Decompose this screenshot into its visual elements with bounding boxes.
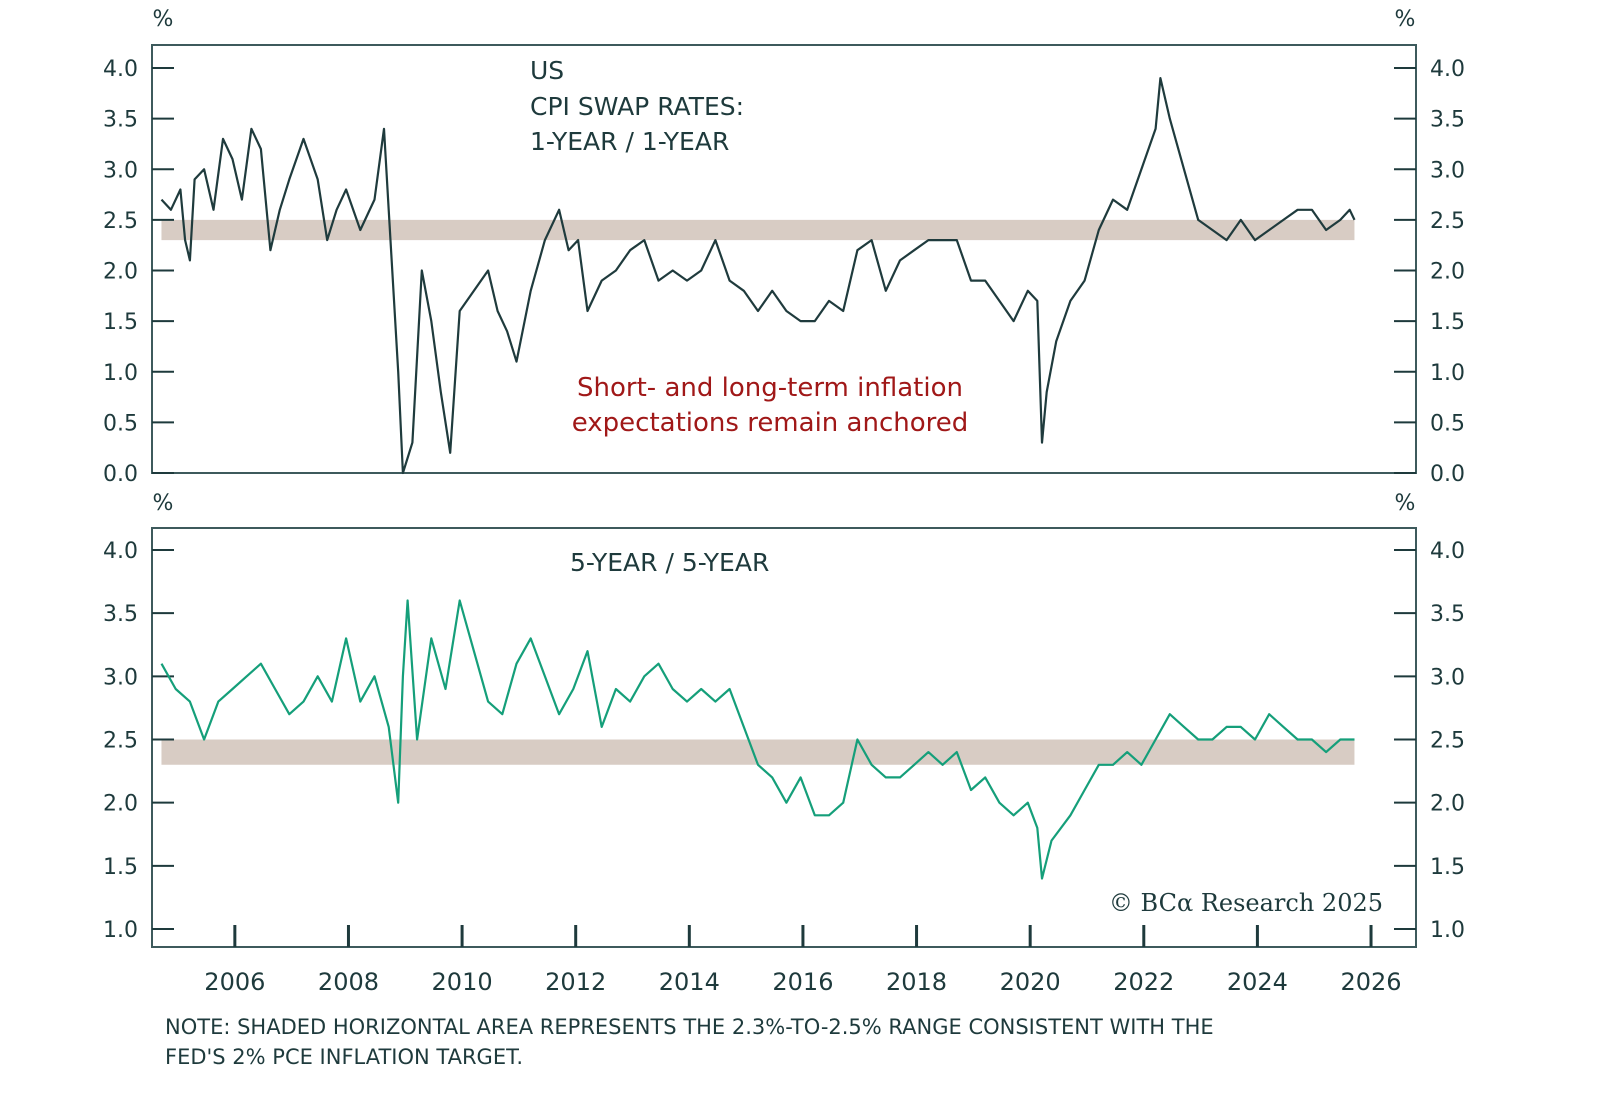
y-tick-label-right: 1.0: [1430, 918, 1465, 943]
series-line: [160, 76, 1356, 475]
unit-label-bottom-left: %: [153, 491, 174, 516]
y-tick-label-left: 3.0: [103, 158, 138, 183]
plot-frame: [151, 44, 1417, 474]
plot-frame: [151, 527, 1417, 948]
y-tick-label-left: 1.0: [103, 361, 138, 386]
y-tick-label-right: 1.0: [1430, 361, 1465, 386]
y-tick-label-left: 2.0: [103, 792, 138, 817]
x-tick-label: 2006: [204, 968, 265, 996]
y-tick-label-left: 0.5: [103, 411, 138, 436]
annotation-line2: expectations remain anchored: [572, 408, 969, 438]
y-tick-label-right: 3.5: [1430, 108, 1465, 133]
target-range-band: [161, 219, 1355, 241]
panel-5y5y: 1.0 1.0 1.5 1.5 2.0 2.0 2.5 2.5 3.0 3.0 3.5 3.5 4.0 4…: [103, 527, 1465, 948]
copyright: © BCα Research 2025: [1109, 889, 1383, 917]
panel1-title-line3: 1-YEAR / 1-YEAR: [530, 127, 729, 156]
y-tick-label-left: 4.0: [103, 539, 138, 564]
y-tick-label-right: 2.0: [1430, 260, 1465, 285]
x-tick-label: 2020: [1000, 968, 1061, 996]
y-tick-label-left: 2.0: [103, 260, 138, 285]
panel1-title-line1: US: [530, 56, 564, 85]
x-tick-label: 2014: [659, 968, 720, 996]
unit-label-top-right: %: [1395, 7, 1416, 32]
y-tick-label-left: 1.5: [103, 310, 138, 335]
note-line1: NOTE: SHADED HORIZONTAL AREA REPRESENTS …: [165, 1015, 1214, 1039]
y-tick-label-left: 1.0: [103, 918, 138, 943]
y-tick-label-left: 3.5: [103, 108, 138, 133]
unit-label-top-left: %: [153, 7, 174, 32]
y-tick-label-right: 4.0: [1430, 57, 1465, 82]
y-tick-label-left: 3.5: [103, 602, 138, 627]
y-tick-label-right: 3.0: [1430, 665, 1465, 690]
panel2-title: 5-YEAR / 5-YEAR: [570, 548, 769, 577]
y-tick-label-right: 3.5: [1430, 602, 1465, 627]
y-tick-label-left: 2.5: [103, 729, 138, 754]
x-tick-label: 2008: [318, 968, 379, 996]
y-tick-label-right: 4.0: [1430, 539, 1465, 564]
x-tick-label: 2016: [772, 968, 833, 996]
panel-1y1y: 0.0 0.0 0.5 0.5 1.0 1.0 1.5 1.5 2.0 2.0 2.5 2.5 3.0 3…: [103, 44, 1465, 487]
y-tick-label-left: 0.0: [103, 462, 138, 487]
x-tick-label: 2024: [1227, 968, 1288, 996]
y-tick-label-right: 2.5: [1430, 209, 1465, 234]
series-line: [160, 599, 1355, 880]
y-tick-label-left: 4.0: [103, 57, 138, 82]
x-axis: 2006 2008 2010 2012 2014 2016 2018 2020 2022 2024…: [204, 925, 1402, 996]
y-tick-label-right: 3.0: [1430, 158, 1465, 183]
unit-label-bottom-right: %: [1395, 491, 1416, 516]
x-tick-label: 2022: [1113, 968, 1174, 996]
x-tick-label: 2012: [545, 968, 606, 996]
y-tick-label-left: 3.0: [103, 665, 138, 690]
panel1-title-line2: CPI SWAP RATES:: [530, 92, 744, 121]
y-tick-label-right: 0.0: [1430, 462, 1465, 487]
x-tick-label: 2026: [1340, 968, 1401, 996]
y-tick-label-left: 1.5: [103, 855, 138, 880]
y-tick-label-right: 1.5: [1430, 310, 1465, 335]
x-tick-label: 2018: [886, 968, 947, 996]
y-tick-label-left: 2.5: [103, 209, 138, 234]
target-range-band: [161, 739, 1355, 765]
y-tick-label-right: 2.0: [1430, 792, 1465, 817]
annotation-line1: Short- and long-term inflation: [577, 373, 963, 403]
note-line2: FED'S 2% PCE INFLATION TARGET.: [165, 1045, 523, 1069]
y-tick-label-right: 1.5: [1430, 855, 1465, 880]
y-tick-label-right: 0.5: [1430, 411, 1465, 436]
y-tick-label-right: 2.5: [1430, 729, 1465, 754]
x-tick-label: 2010: [432, 968, 493, 996]
